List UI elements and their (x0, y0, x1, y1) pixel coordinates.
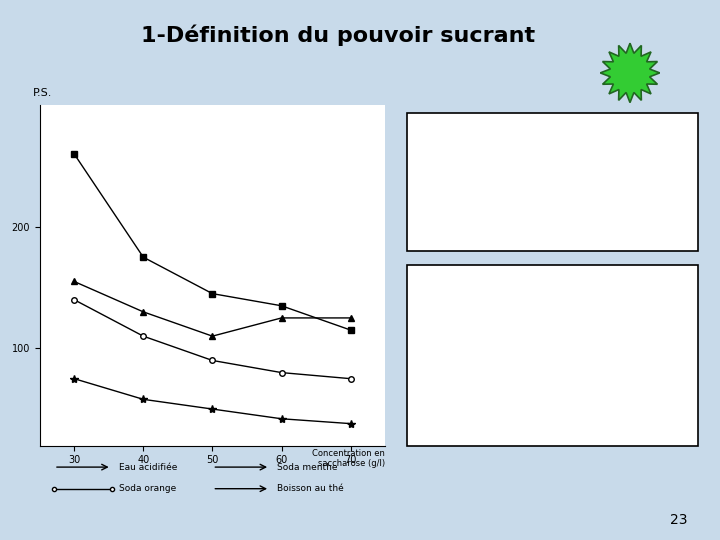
Text: Eau acidifiée: Eau acidifiée (119, 463, 177, 471)
Text: *: * (421, 301, 428, 315)
Text: Soda orange: Soda orange (119, 484, 176, 493)
Text: Mesure quantitative :: Mesure quantitative : (418, 120, 570, 133)
Text: *: * (421, 371, 428, 385)
FancyBboxPatch shape (407, 113, 698, 251)
Text: 1-Définition du pouvoir sucrant: 1-Définition du pouvoir sucrant (141, 24, 536, 46)
Polygon shape (600, 43, 660, 103)
Text: Concentration en
saccharose (g/l): Concentration en saccharose (g/l) (312, 449, 385, 468)
Text: Boisson au thé: Boisson au thé (277, 484, 344, 493)
Text: Soda menthe: Soda menthe (277, 463, 338, 471)
Text: 23: 23 (670, 512, 688, 526)
Text: Sources de variation :: Sources de variation : (418, 270, 572, 283)
FancyBboxPatch shape (407, 265, 698, 446)
Text: *: * (421, 336, 428, 350)
Text: *: * (421, 406, 428, 420)
Text: P.S.: P.S. (32, 89, 52, 98)
